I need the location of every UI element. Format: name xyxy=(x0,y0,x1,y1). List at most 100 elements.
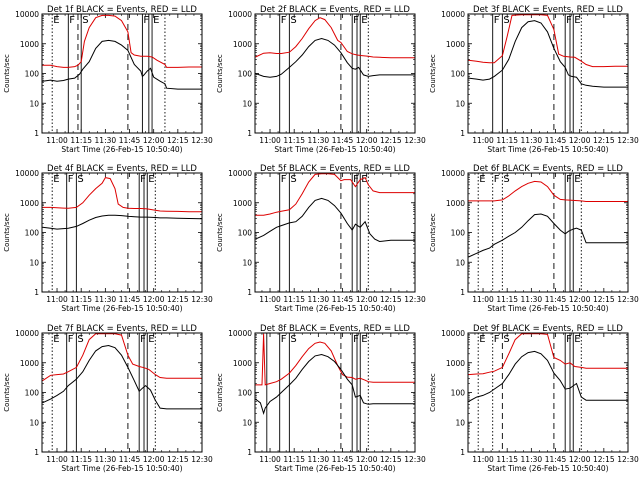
x-tick-label: 11:00 xyxy=(46,136,68,145)
marker-letter: E xyxy=(479,174,485,185)
plot-frame xyxy=(41,13,203,134)
y-tick-label: 1 xyxy=(247,288,252,297)
y-tick-label: 1 xyxy=(34,448,39,457)
marker-letter: F xyxy=(143,15,149,26)
y-tick-label: 1 xyxy=(34,288,39,297)
series-lld-line xyxy=(468,333,628,376)
x-tick-label: 11:30 xyxy=(95,136,117,145)
x-tick-label: 11:15 xyxy=(283,295,305,304)
x-tick-label: 11:30 xyxy=(308,295,330,304)
y-axis-label: Counts/sec xyxy=(429,54,437,93)
marker-letter: S xyxy=(290,334,296,345)
x-tick-label: 11:45 xyxy=(119,455,141,464)
detector-panel-3: Det 3f BLACK = Events, RED = LLD Counts/s… xyxy=(429,5,639,154)
y-tick-label: 1000 xyxy=(20,40,39,49)
x-axis-label: Start Time (26-Feb-15 10:50:40) xyxy=(274,464,395,473)
series-events-line xyxy=(255,37,415,78)
x-tick-label: 12:30 xyxy=(191,136,213,145)
y-tick-label: 10 xyxy=(29,258,39,267)
marker-letter: F xyxy=(281,15,287,26)
x-tick-label: 12:00 xyxy=(569,455,591,464)
y-axis-label: Counts/sec xyxy=(429,373,437,412)
y-tick-label: 1000 xyxy=(233,40,252,49)
x-axis-label: Start Time (26-Feb-15 10:50:40) xyxy=(61,304,182,313)
x-tick-label: 11:45 xyxy=(332,136,354,145)
x-tick-label: 11:30 xyxy=(521,295,543,304)
y-tick-label: 10 xyxy=(242,418,252,427)
x-tick-label: 12:30 xyxy=(404,295,426,304)
x-tick-label: 11:15 xyxy=(283,136,305,145)
y-tick-label: 10000 xyxy=(228,169,252,178)
marker-letter: F xyxy=(494,174,500,185)
marker-letter: E xyxy=(153,15,159,26)
x-tick-label: 11:15 xyxy=(496,295,518,304)
marker-letter: F xyxy=(140,174,146,185)
marker-letter: E xyxy=(53,15,59,26)
x-tick-label: 11:45 xyxy=(332,295,354,304)
marker-letter: S xyxy=(77,174,83,185)
y-tick-label: 1000 xyxy=(233,199,252,208)
x-tick-label: 11:15 xyxy=(283,455,305,464)
x-tick-label: 11:30 xyxy=(521,455,543,464)
plot-frame xyxy=(254,172,416,293)
series-lld-line xyxy=(255,333,415,386)
x-axis-label: Start Time (26-Feb-15 10:50:40) xyxy=(487,464,608,473)
x-axis-label: Start Time (26-Feb-15 10:50:40) xyxy=(487,145,608,154)
marker-letter: E xyxy=(361,174,367,185)
marker-letter: F xyxy=(353,334,359,345)
panel-title: Det 3f BLACK = Events, RED = LLD xyxy=(473,5,623,15)
series-events-line xyxy=(42,214,203,230)
y-tick-label: 100 xyxy=(238,389,253,398)
y-axis-label: Counts/sec xyxy=(3,54,11,93)
detector-panel-1: Det 1f BLACK = Events, RED = LLD Counts/s… xyxy=(3,5,213,154)
panel-title: Det 6f BLACK = Events, RED = LLD xyxy=(473,164,623,174)
marker-letter: F xyxy=(566,334,572,345)
marker-letter: F xyxy=(68,174,74,185)
plot-frame xyxy=(41,332,203,453)
x-tick-label: 11:00 xyxy=(472,136,494,145)
y-axis-label: Counts/sec xyxy=(429,213,437,252)
y-tick-label: 10000 xyxy=(15,169,39,178)
marker-letter: E xyxy=(53,334,59,345)
y-tick-label: 10 xyxy=(455,418,465,427)
series-events-line xyxy=(468,350,628,402)
y-axis-label: Counts/sec xyxy=(3,373,11,412)
y-tick-label: 10 xyxy=(242,258,252,267)
panel-title: Det 4f BLACK = Events, RED = LLD xyxy=(47,164,197,174)
x-tick-label: 12:00 xyxy=(356,455,378,464)
series-lld-line xyxy=(468,180,628,202)
x-tick-label: 11:30 xyxy=(95,295,117,304)
marker-letter: F xyxy=(494,334,500,345)
x-tick-label: 12:15 xyxy=(167,136,189,145)
detector-panel-6: Det 6f BLACK = Events, RED = LLD Counts/s… xyxy=(429,164,639,313)
y-tick-label: 100 xyxy=(451,389,466,398)
y-tick-label: 100 xyxy=(25,389,40,398)
marker-letter: E xyxy=(361,15,367,26)
panel-title: Det 5f BLACK = Events, RED = LLD xyxy=(260,164,410,174)
x-tick-label: 11:00 xyxy=(259,136,281,145)
y-tick-label: 1000 xyxy=(446,359,465,368)
series-events-line xyxy=(42,344,202,410)
marker-letter: F xyxy=(69,15,75,26)
x-tick-label: 11:00 xyxy=(259,295,281,304)
marker-letter: S xyxy=(290,15,296,26)
plot-frame xyxy=(467,172,629,293)
y-tick-label: 10 xyxy=(29,99,39,108)
y-tick-label: 10000 xyxy=(15,10,39,19)
panel-title: Det 7f BLACK = Events, RED = LLD xyxy=(47,324,197,334)
x-tick-label: 11:00 xyxy=(472,455,494,464)
x-tick-label: 12:15 xyxy=(593,136,615,145)
y-axis-label: Counts/sec xyxy=(3,213,11,252)
panel-title: Det 9f BLACK = Events, RED = LLD xyxy=(473,324,623,334)
x-axis-label: Start Time (26-Feb-15 10:50:40) xyxy=(274,145,395,154)
x-tick-label: 11:00 xyxy=(46,455,68,464)
series-events-line xyxy=(42,39,202,90)
panel-title: Det 1f BLACK = Events, RED = LLD xyxy=(47,5,197,15)
y-tick-label: 1000 xyxy=(233,359,252,368)
series-events-line xyxy=(255,197,415,243)
x-tick-label: 11:30 xyxy=(521,136,543,145)
x-tick-label: 11:00 xyxy=(472,295,494,304)
x-tick-label: 12:30 xyxy=(404,455,426,464)
y-tick-label: 10000 xyxy=(15,329,39,338)
y-tick-label: 100 xyxy=(238,229,253,238)
